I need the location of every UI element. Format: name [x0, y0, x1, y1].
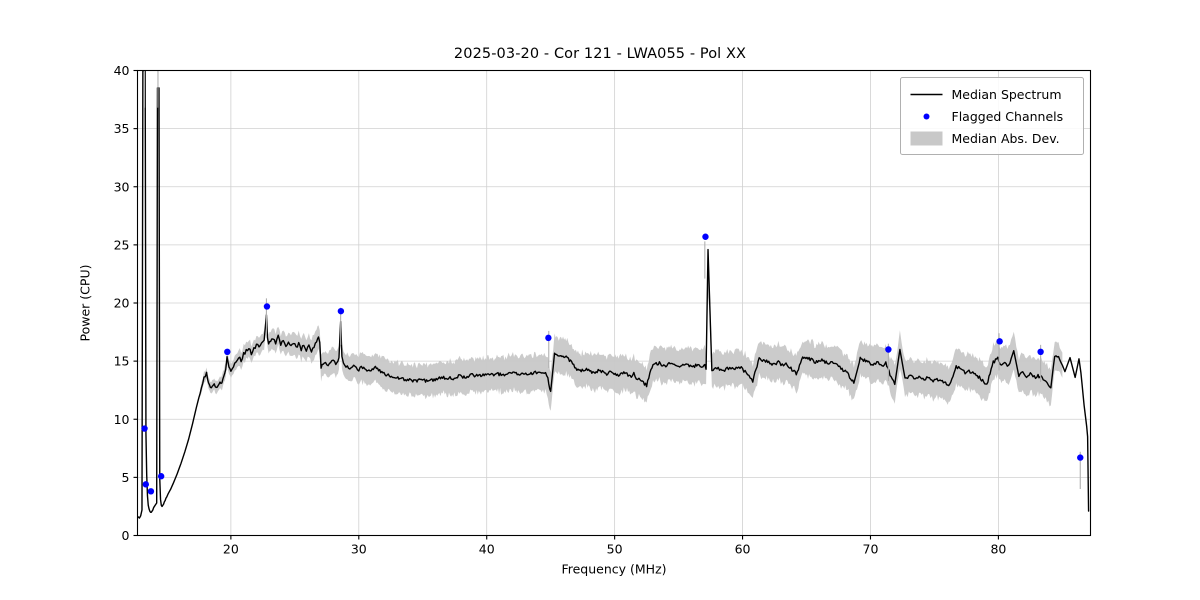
x-axis-label: Frequency (MHz)	[561, 562, 666, 577]
flagged-channel-marker	[337, 307, 345, 315]
flagged-channel-marker	[263, 303, 271, 310]
legend-dot-swatch	[923, 113, 930, 120]
mad-band	[200, 262, 1063, 411]
flagged-channel-marker	[1077, 454, 1084, 461]
y-tick-label: 40	[114, 63, 130, 78]
flagged-channel-marker	[157, 473, 165, 480]
flagged-channel-marker	[702, 233, 709, 240]
flagged-channel-marker	[147, 488, 155, 495]
y-tick-label: 20	[114, 296, 130, 311]
legend-item: Flagged Channels	[923, 109, 1064, 124]
flagged-channel-marker	[1037, 348, 1044, 356]
y-tick-label: 25	[114, 237, 130, 252]
x-tick-label: 60	[735, 542, 751, 557]
legend-item: Median Abs. Dev.	[910, 131, 1060, 146]
legend-label: Median Abs. Dev.	[952, 131, 1060, 146]
flagged-channels-layer	[141, 233, 1084, 495]
x-tick-label: 80	[990, 542, 1006, 557]
flagged-channel-marker	[224, 348, 231, 356]
median-spectrum-line	[137, 70, 1090, 519]
y-tick-label: 35	[114, 121, 130, 136]
legend-label: Median Spectrum	[952, 87, 1062, 102]
flagged-channel-marker	[885, 346, 892, 353]
legend-label: Flagged Channels	[952, 109, 1064, 124]
flagged-channel-marker	[996, 338, 1003, 345]
legend-item: Median Spectrum	[910, 87, 1062, 102]
legend-band-swatch	[910, 131, 943, 146]
y-tick-label: 30	[114, 179, 130, 194]
page-title: 2025-03-20 - Cor 121 - LWA055 - Pol XX	[453, 46, 747, 62]
y-tick-label: 0	[122, 528, 130, 543]
legend-box	[900, 77, 1084, 155]
y-tick-label: 15	[114, 354, 130, 369]
x-tick-label: 40	[479, 542, 495, 557]
flagged-channel-marker	[545, 334, 552, 342]
x-tick-label: 50	[607, 542, 623, 557]
y-axis-label: Power (CPU)	[78, 265, 93, 342]
y-tick-label: 5	[122, 470, 130, 485]
legend: Median Spectrum Flagged Channels Median Ab…	[900, 77, 1084, 155]
flagged-channel-marker	[141, 425, 148, 432]
gridlines	[137, 70, 1091, 536]
plot-area	[137, 70, 1090, 519]
x-tick-label: 30	[351, 542, 367, 557]
x-tick-label: 70	[863, 542, 879, 557]
axis-ticks: 0 5 10 15 20 25 30 35 40 20 30 40 50 60 70 80	[114, 63, 1007, 557]
flagged-channel-marker	[142, 481, 150, 488]
y-tick-label: 10	[114, 412, 130, 427]
x-tick-label: 20	[223, 542, 239, 557]
